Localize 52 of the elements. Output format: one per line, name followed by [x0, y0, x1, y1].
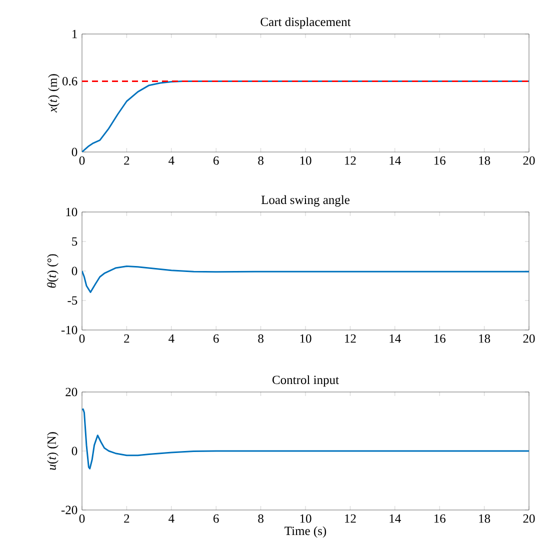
x-tick-label: 6 [213, 334, 219, 343]
y-tick-label: 0 [72, 266, 77, 276]
x-tick-label: 14 [390, 156, 401, 165]
chart-title: Cart displacement [260, 17, 351, 29]
x-tick-label: 2 [124, 514, 129, 523]
x-tick-label: 2 [124, 156, 129, 165]
x-tick-label: 18 [478, 156, 490, 165]
x-tick-label: 12 [344, 156, 356, 165]
x-tick-label: 0 [79, 156, 84, 165]
y-axis-title: x(t) (m) [48, 74, 60, 113]
y-tick-label: -5 [67, 296, 77, 305]
x-tick-label: 6 [213, 514, 219, 523]
chart-title: Load swing angle [261, 195, 350, 207]
y-tick-label: 5 [72, 237, 77, 246]
line-series [82, 408, 529, 470]
x-tick-label: 0 [79, 514, 84, 523]
x-tick-label: 12 [344, 334, 356, 343]
y-axis-title: θ(t) (°) [46, 254, 58, 288]
y-tick-label: 1 [72, 30, 77, 38]
y-tick-label: 0 [72, 446, 77, 456]
x-tick-label: 8 [258, 156, 264, 165]
y-tick-label: 10 [66, 208, 77, 216]
y-axis-title: u(t) (N) [46, 432, 58, 470]
x-tick-label: 12 [344, 514, 356, 523]
x-tick-label: 4 [168, 156, 174, 165]
x-tick-label: 16 [434, 334, 446, 343]
x-tick-label: 0 [79, 334, 84, 343]
x-tick-label: 20 [523, 334, 535, 343]
x-axis-title: Time (s) [284, 526, 326, 538]
y-tick-label: 0 [72, 148, 77, 156]
x-tick-label: 20 [523, 156, 535, 165]
y-tick-label: 0.6 [62, 76, 78, 86]
x-tick-label: 8 [258, 514, 264, 523]
x-tick-label: 16 [434, 514, 446, 523]
x-tick-label: 6 [213, 156, 219, 165]
x-tick-label: 2 [124, 334, 129, 343]
x-tick-label: 16 [434, 156, 446, 165]
x-tick-label: 8 [258, 334, 264, 343]
x-tick-label: 10 [300, 514, 312, 523]
x-tick-label: 10 [300, 334, 312, 343]
x-tick-label: 18 [478, 334, 490, 343]
x-tick-label: 14 [390, 334, 401, 343]
x-tick-label: 14 [390, 514, 401, 523]
x-tick-label: 10 [300, 156, 312, 165]
y-tick-label: -20 [61, 506, 77, 514]
y-tick-label: -10 [61, 326, 77, 334]
x-tick-label: 4 [168, 514, 174, 523]
x-tick-label: 4 [168, 334, 174, 343]
x-tick-label: 20 [523, 514, 535, 523]
y-tick-label: 20 [65, 388, 77, 396]
chart-title: Control input [272, 375, 339, 387]
x-tick-label: 18 [478, 514, 490, 523]
